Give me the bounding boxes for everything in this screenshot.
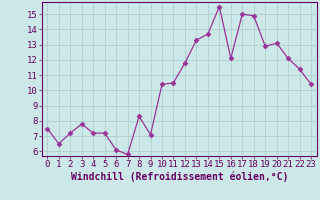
X-axis label: Windchill (Refroidissement éolien,°C): Windchill (Refroidissement éolien,°C)	[70, 172, 288, 182]
